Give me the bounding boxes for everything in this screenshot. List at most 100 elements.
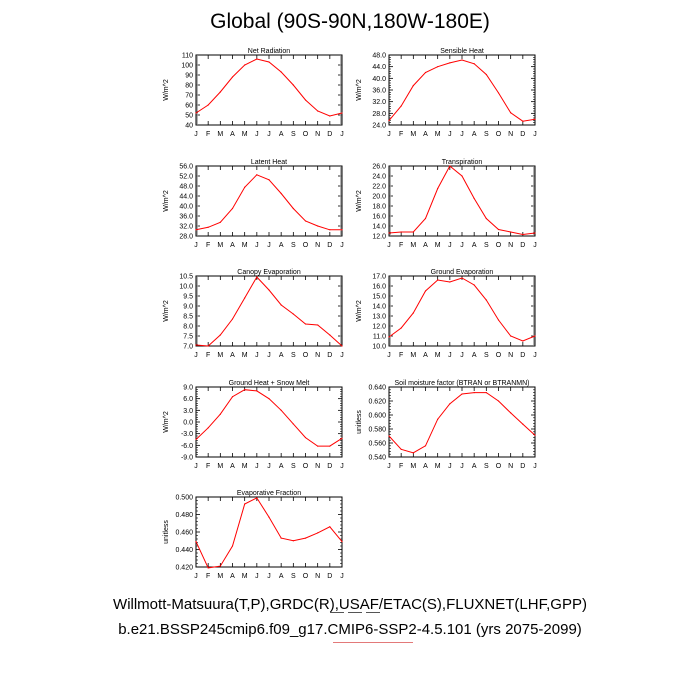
panel-1-data-point — [341, 112, 343, 114]
panel-2-data-point — [437, 66, 439, 68]
panel-3-month-label: M — [242, 242, 248, 249]
panel-2-data-point — [400, 105, 402, 107]
panel-9-ytick-label: 0.460 — [175, 530, 193, 537]
panel-5-data-point — [244, 297, 246, 299]
panel-6-data-point — [522, 340, 524, 342]
panel-4-data-point — [497, 228, 500, 231]
panel-7-data-point — [244, 389, 246, 391]
panel-6-month-label: J — [387, 352, 391, 359]
panel-3-frame — [195, 165, 343, 237]
panel-1-ytick-label: 60 — [185, 103, 193, 110]
panel-8-month-label: J — [387, 463, 391, 470]
panel-2-data-point — [522, 120, 524, 122]
panel-7-ytick-label: 0.0 — [183, 420, 193, 427]
panel-8-month-label: A — [423, 463, 428, 470]
panel-7-ytick-label: 3.0 — [183, 408, 193, 415]
panel-8-data-point — [473, 392, 475, 394]
panel-5-ytick-label: 9.0 — [183, 304, 193, 311]
panel-6-data-point — [449, 281, 451, 283]
panel-7-data-point — [304, 436, 307, 439]
panel-2-month-label: D — [520, 131, 525, 138]
panel-8-frame — [388, 386, 536, 458]
panel-3-data-point — [219, 221, 221, 223]
panel-1-ytick-label: 90 — [185, 73, 193, 80]
panel-8-ytick-label: 0.540 — [368, 455, 386, 462]
panel-7-data-point — [280, 409, 282, 411]
panel-2-series-line — [388, 59, 536, 122]
panel-8-data-point — [437, 418, 439, 420]
panel-9-data-point — [329, 526, 331, 528]
panel-1-ytick-label: 70 — [185, 93, 193, 100]
panel-5-month-label: S — [291, 352, 296, 359]
panel-9-data-point — [195, 541, 197, 543]
panel-2-month-label: J — [533, 131, 537, 138]
panel-8-data-point — [497, 400, 500, 402]
panel-2-month-label: O — [496, 131, 502, 138]
panel-9-ytick-label: 0.440 — [175, 547, 193, 554]
panel-1-month-label: N — [315, 131, 320, 138]
panel-6-month-label: M — [435, 352, 441, 359]
panel-4-ytick-label: 24.0 — [372, 174, 386, 181]
panel-7-month-label: O — [303, 463, 309, 470]
panel-9-data-point — [280, 537, 282, 539]
panel-4-ytick-label: 12.0 — [372, 234, 386, 241]
panel-2-ylabel: W/m^2 — [356, 79, 363, 101]
panel-6-month-label: O — [496, 352, 502, 359]
panel-7-month-label: J — [267, 463, 271, 470]
panel-3-month-label: A — [230, 242, 235, 249]
panel-7-title: Ground Heat + Snow Melt — [229, 380, 310, 387]
panel-6-data-point — [412, 312, 414, 314]
panel-5-series-line — [195, 276, 343, 347]
panel-7-month-label: S — [291, 463, 296, 470]
panel-1-data-point — [280, 71, 282, 73]
panel-9-ytick-label: 0.480 — [175, 512, 193, 519]
panel-8-data-point — [522, 423, 524, 425]
panel-2-title: Sensible Heat — [440, 48, 484, 55]
panel-9-data-point — [304, 537, 307, 539]
panel-1-ytick-label: 40 — [185, 123, 193, 130]
panel-3-month-label: J — [255, 242, 259, 249]
panel-3-month-label: M — [217, 242, 223, 249]
panel-1-data-point — [244, 64, 246, 66]
panel-5-month-label: M — [242, 352, 248, 359]
panel-4-ytick-label: 26.0 — [372, 164, 386, 171]
panel-6-ylabel: W/m^2 — [356, 300, 363, 322]
panel-2-data-point — [461, 59, 463, 61]
panel-8-data-point — [449, 403, 451, 405]
panel-8-data-point — [485, 392, 487, 394]
panel-4-month-label: M — [410, 242, 416, 249]
panel-1-data-point — [329, 115, 331, 117]
panel-2-data-point — [534, 118, 536, 120]
panel-6-month-label: S — [484, 352, 489, 359]
panel-1-data-point — [219, 91, 221, 93]
panel-6-data-point — [497, 319, 500, 321]
panel-5-ytick-label: 10.0 — [179, 284, 193, 291]
panel-7-month-label: J — [255, 463, 259, 470]
panel-3-month-label: S — [291, 242, 296, 249]
panel-7-data-point — [219, 413, 221, 415]
panel-9-data-point — [244, 503, 246, 505]
panel-5-month-label: J — [340, 352, 344, 359]
panel-1-month-label: M — [217, 131, 223, 138]
panel-2-month-label: M — [410, 131, 416, 138]
panel-8-series-line — [388, 392, 536, 454]
panel-7-month-label: A — [279, 463, 284, 470]
panel-6-ytick-label: 10.0 — [372, 344, 386, 351]
panel-2-data-point — [388, 120, 390, 122]
panel-8-ytick-label: 0.560 — [368, 441, 386, 448]
panel-8-month-label: J — [460, 463, 464, 470]
panel-5-month-label: F — [206, 352, 210, 359]
panel-4-data-point — [388, 232, 390, 234]
panel-2-data-point — [449, 62, 451, 64]
panel-6-month-label: M — [410, 352, 416, 359]
panel-4-month-label: S — [484, 242, 489, 249]
panel-9-data-point — [317, 532, 319, 534]
panel-7-month-label: D — [327, 463, 332, 470]
panel-6-title: Ground Evaporation — [431, 269, 494, 276]
panel-2-data-point — [510, 112, 512, 114]
panel-3-ytick-label: 36.0 — [179, 214, 193, 221]
panel-3-ytick-label: 28.0 — [179, 234, 193, 241]
panel-3-month-label: O — [303, 242, 309, 249]
panel-2-data-point — [485, 73, 487, 76]
